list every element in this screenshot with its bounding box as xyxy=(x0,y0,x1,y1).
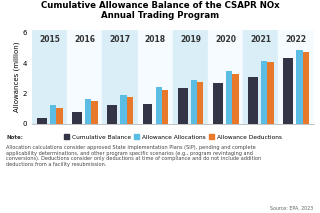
Text: 2019: 2019 xyxy=(180,35,201,44)
Bar xyxy=(243,30,278,124)
Bar xyxy=(283,58,293,124)
Bar xyxy=(173,30,208,124)
Bar xyxy=(303,52,309,124)
Text: 2015: 2015 xyxy=(39,35,60,44)
Text: 2021: 2021 xyxy=(250,35,271,44)
Legend: Cumulative Balance, Allowance Allocations, Allowance Deductions: Cumulative Balance, Allowance Allocation… xyxy=(62,132,284,142)
Bar xyxy=(37,118,47,124)
Bar xyxy=(162,89,168,124)
Bar xyxy=(67,30,102,124)
Bar xyxy=(278,30,314,124)
Text: Source: EPA, 2023: Source: EPA, 2023 xyxy=(270,206,314,211)
Bar xyxy=(127,97,133,124)
Text: 2016: 2016 xyxy=(74,35,95,44)
Bar xyxy=(213,83,223,124)
Text: Note:: Note: xyxy=(6,135,23,140)
Text: Cumulative Allowance Balance of the CSAPR NOx
Annual Trading Program: Cumulative Allowance Balance of the CSAP… xyxy=(41,1,279,20)
Text: 2018: 2018 xyxy=(145,35,166,44)
Bar xyxy=(142,104,152,124)
Bar xyxy=(296,50,303,124)
Bar xyxy=(56,108,63,124)
Bar xyxy=(92,101,98,124)
Bar xyxy=(32,30,67,124)
Bar xyxy=(208,30,243,124)
Bar xyxy=(138,30,173,124)
Text: 2020: 2020 xyxy=(215,35,236,44)
Bar xyxy=(191,80,197,124)
Bar xyxy=(178,88,188,124)
Bar xyxy=(120,95,127,124)
Bar xyxy=(107,105,117,124)
Bar xyxy=(156,87,162,124)
Bar xyxy=(85,99,92,124)
Text: Allocation calculations consider approved State Implementation Plans (SIP), pend: Allocation calculations consider approve… xyxy=(6,145,262,167)
Text: 2022: 2022 xyxy=(285,35,307,44)
Bar xyxy=(232,74,239,124)
Bar xyxy=(72,112,82,124)
Y-axis label: Allowances (million): Allowances (million) xyxy=(13,42,20,112)
Bar xyxy=(248,78,258,124)
Bar xyxy=(226,71,232,124)
Bar xyxy=(50,105,56,124)
Text: 2017: 2017 xyxy=(109,35,131,44)
Bar xyxy=(261,61,268,124)
Bar xyxy=(197,82,204,124)
Bar xyxy=(268,62,274,124)
Bar xyxy=(102,30,138,124)
